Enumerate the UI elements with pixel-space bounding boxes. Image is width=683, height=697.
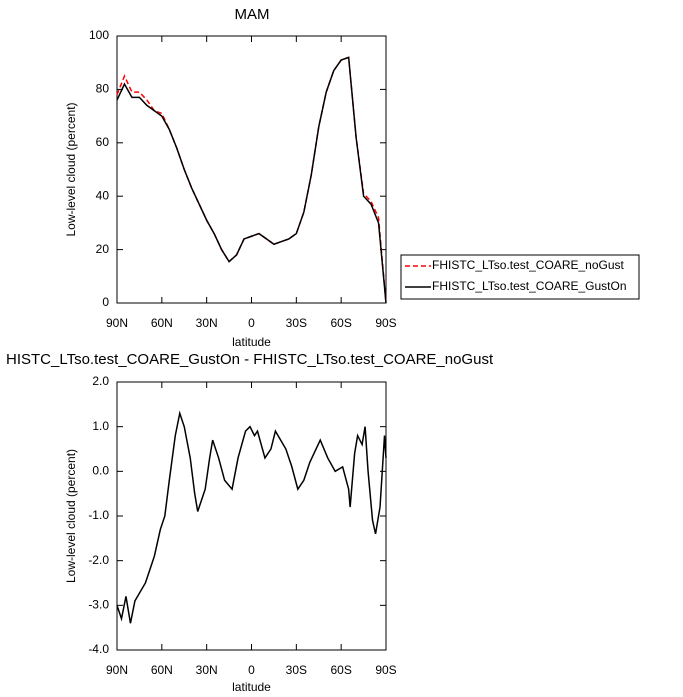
chart-title: MAM	[235, 6, 270, 23]
y-tick-label: 60	[96, 135, 110, 149]
x-tick-label: 90S	[375, 663, 396, 677]
x-axis-label: latitude	[232, 680, 271, 694]
y-axis-label: Low-level cloud (percent)	[64, 102, 78, 236]
legend-label: FHISTC_LTso.test_COARE_noGust	[432, 258, 625, 272]
y-tick-label: 20	[96, 242, 110, 256]
x-axis-label: latitude	[232, 335, 271, 349]
x-tick-label: 0	[248, 663, 255, 677]
x-tick-label: 30N	[196, 316, 218, 330]
x-tick-label: 90N	[106, 663, 128, 677]
x-tick-label: 90S	[375, 316, 396, 330]
x-tick-label: 60N	[151, 663, 173, 677]
x-tick-label: 30S	[286, 663, 307, 677]
x-tick-label: 60S	[330, 663, 351, 677]
y-tick-label: -2.0	[88, 553, 109, 567]
y-tick-label: -4.0	[88, 642, 109, 656]
data-line	[116, 56, 387, 304]
legend-label: FHISTC_LTso.test_COARE_GustOn	[432, 279, 627, 293]
data-line	[116, 56, 387, 304]
x-tick-label: 60S	[330, 316, 351, 330]
x-tick-label: 0	[248, 316, 255, 330]
y-axis-label: Low-level cloud (percent)	[64, 449, 78, 583]
y-tick-label: 40	[96, 188, 110, 202]
y-tick-label: 1.0	[92, 419, 109, 433]
y-tick-label: 0	[102, 295, 109, 309]
x-tick-label: 30N	[196, 663, 218, 677]
plot-frame	[116, 35, 387, 304]
y-tick-label: 0.0	[92, 464, 109, 478]
chart-title: HISTC_LTso.test_COARE_GustOn - FHISTC_LT…	[6, 351, 494, 368]
y-tick-label: 80	[96, 82, 110, 96]
x-tick-label: 30S	[286, 316, 307, 330]
y-tick-label: -3.0	[88, 598, 109, 612]
y-tick-label: -1.0	[88, 508, 109, 522]
y-tick-label: 100	[89, 28, 109, 42]
legend-box	[400, 254, 640, 300]
plot-frame	[116, 381, 387, 651]
data-line	[116, 410, 387, 624]
y-tick-label: 2.0	[92, 374, 109, 388]
x-tick-label: 90N	[106, 316, 128, 330]
x-tick-label: 60N	[151, 316, 173, 330]
